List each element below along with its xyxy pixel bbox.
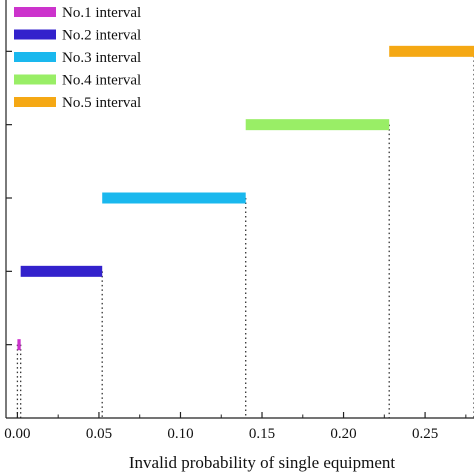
legend-label: No.5 interval <box>62 95 141 111</box>
interval-bar <box>102 192 246 204</box>
interval-bar <box>20 265 103 277</box>
legend-label: No.2 interval <box>62 28 141 44</box>
x-tick-label: 0.05 <box>86 426 112 442</box>
legend-swatch <box>14 74 56 85</box>
legend-label: No.3 interval <box>62 50 141 66</box>
x-tick-label: 0.20 <box>330 426 356 442</box>
interval-bar <box>17 339 21 351</box>
legend-swatch <box>14 97 56 107</box>
x-tick-label: 0.00 <box>4 426 30 442</box>
x-tick-label: 0.10 <box>167 426 193 442</box>
x-tick-label: 0.25 <box>412 426 438 442</box>
x-tick-label: 0.15 <box>249 426 275 442</box>
legend-swatch <box>14 29 56 40</box>
legend: No.1 interval No.2 interval No.3 interval N… <box>14 5 141 111</box>
legend-label: No.4 interval <box>62 73 141 89</box>
plot-area <box>16 45 474 418</box>
legend-swatch <box>14 52 56 62</box>
axes: 0.00 0.05 0.10 0.15 0.20 0.25 <box>4 0 474 442</box>
x-axis-label: Invalid probability of single equipment <box>129 453 396 472</box>
legend-label: No.1 interval <box>62 5 141 21</box>
interval-bar <box>245 119 390 131</box>
interval-bar <box>389 45 474 57</box>
legend-swatch <box>14 7 56 17</box>
